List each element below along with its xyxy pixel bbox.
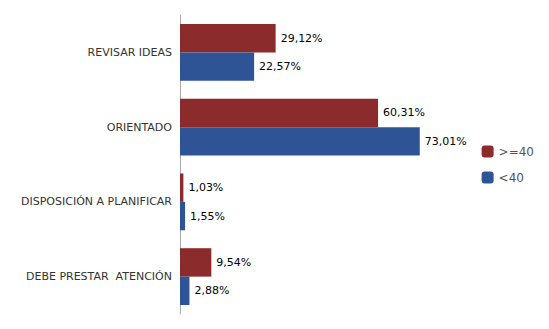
svg-text:>=40: >=40 [499,145,534,159]
svg-text:73,01%: 73,01% [425,135,467,148]
svg-text:<40: <40 [499,171,524,185]
svg-text:REVISAR IDEAS: REVISAR IDEAS [88,46,172,59]
svg-text:DEBE PRESTAR ATENCIÓN: DEBE PRESTAR ATENCIÓN [26,270,172,283]
svg-text:DISPOSICIÓN A PLANIFICAR: DISPOSICIÓN A PLANIFICAR [21,195,172,208]
svg-text:2,88%: 2,88% [194,284,229,297]
svg-text:9,54%: 9,54% [216,256,251,269]
svg-text:29,12%: 29,12% [281,32,323,45]
svg-text:ORIENTADO: ORIENTADO [107,121,173,134]
svg-text:1,03%: 1,03% [188,181,223,194]
svg-text:1,55%: 1,55% [190,210,225,223]
svg-text:60,31%: 60,31% [383,106,425,119]
svg-text:22,57%: 22,57% [259,60,301,73]
